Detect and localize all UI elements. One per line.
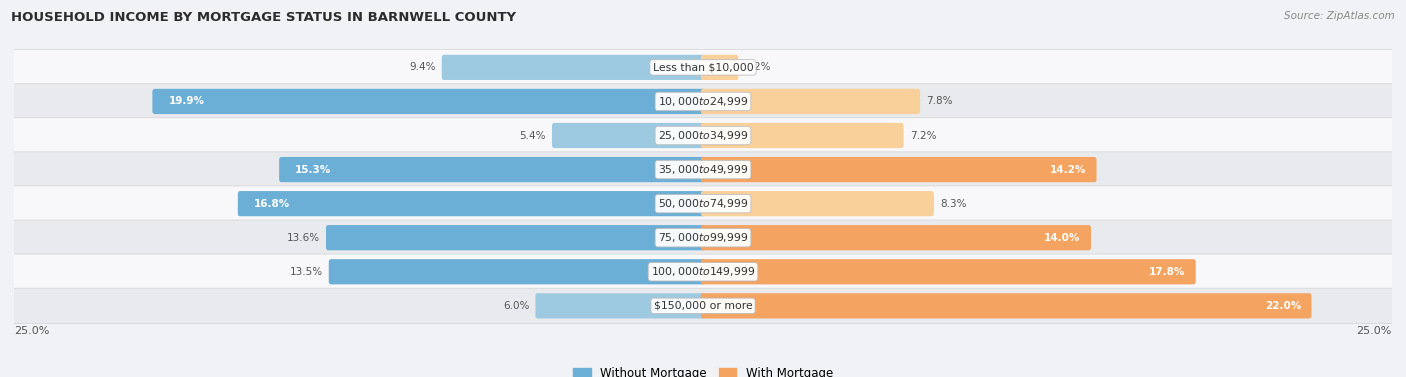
Text: 13.5%: 13.5%	[290, 267, 323, 277]
Text: HOUSEHOLD INCOME BY MORTGAGE STATUS IN BARNWELL COUNTY: HOUSEHOLD INCOME BY MORTGAGE STATUS IN B…	[11, 11, 516, 24]
FancyBboxPatch shape	[13, 84, 1393, 119]
Text: 14.2%: 14.2%	[1050, 165, 1085, 175]
Text: 25.0%: 25.0%	[14, 326, 49, 336]
Text: $75,000 to $99,999: $75,000 to $99,999	[658, 231, 748, 244]
Text: $35,000 to $49,999: $35,000 to $49,999	[658, 163, 748, 176]
Text: 17.8%: 17.8%	[1149, 267, 1185, 277]
FancyBboxPatch shape	[13, 118, 1393, 153]
Text: 7.2%: 7.2%	[910, 130, 936, 141]
FancyBboxPatch shape	[700, 89, 920, 114]
FancyBboxPatch shape	[700, 225, 1091, 250]
Text: $25,000 to $34,999: $25,000 to $34,999	[658, 129, 748, 142]
FancyBboxPatch shape	[329, 259, 706, 284]
FancyBboxPatch shape	[700, 55, 738, 80]
FancyBboxPatch shape	[700, 191, 934, 216]
Text: 5.4%: 5.4%	[519, 130, 546, 141]
Text: 7.8%: 7.8%	[927, 97, 953, 106]
FancyBboxPatch shape	[13, 254, 1393, 290]
FancyBboxPatch shape	[700, 259, 1195, 284]
FancyBboxPatch shape	[13, 220, 1393, 256]
FancyBboxPatch shape	[13, 288, 1393, 323]
Text: $10,000 to $24,999: $10,000 to $24,999	[658, 95, 748, 108]
FancyBboxPatch shape	[700, 293, 1312, 319]
FancyBboxPatch shape	[152, 89, 706, 114]
Legend: Without Mortgage, With Mortgage: Without Mortgage, With Mortgage	[568, 362, 838, 377]
FancyBboxPatch shape	[238, 191, 706, 216]
FancyBboxPatch shape	[13, 50, 1393, 85]
Text: 9.4%: 9.4%	[409, 62, 436, 72]
Text: $100,000 to $149,999: $100,000 to $149,999	[651, 265, 755, 278]
Text: 22.0%: 22.0%	[1265, 301, 1301, 311]
FancyBboxPatch shape	[280, 157, 706, 182]
Text: $50,000 to $74,999: $50,000 to $74,999	[658, 197, 748, 210]
Text: 14.0%: 14.0%	[1045, 233, 1081, 243]
Text: 1.2%: 1.2%	[744, 62, 770, 72]
Text: 16.8%: 16.8%	[254, 199, 290, 208]
Text: 15.3%: 15.3%	[295, 165, 332, 175]
FancyBboxPatch shape	[326, 225, 706, 250]
Text: 13.6%: 13.6%	[287, 233, 321, 243]
Text: 19.9%: 19.9%	[169, 97, 204, 106]
Text: 6.0%: 6.0%	[503, 301, 530, 311]
FancyBboxPatch shape	[13, 186, 1393, 221]
Text: $150,000 or more: $150,000 or more	[654, 301, 752, 311]
FancyBboxPatch shape	[13, 152, 1393, 187]
FancyBboxPatch shape	[441, 55, 706, 80]
Text: Less than $10,000: Less than $10,000	[652, 62, 754, 72]
FancyBboxPatch shape	[536, 293, 706, 319]
FancyBboxPatch shape	[700, 157, 1097, 182]
Text: 8.3%: 8.3%	[941, 199, 966, 208]
Text: 25.0%: 25.0%	[1357, 326, 1392, 336]
FancyBboxPatch shape	[553, 123, 706, 148]
Text: Source: ZipAtlas.com: Source: ZipAtlas.com	[1284, 11, 1395, 21]
FancyBboxPatch shape	[700, 123, 904, 148]
